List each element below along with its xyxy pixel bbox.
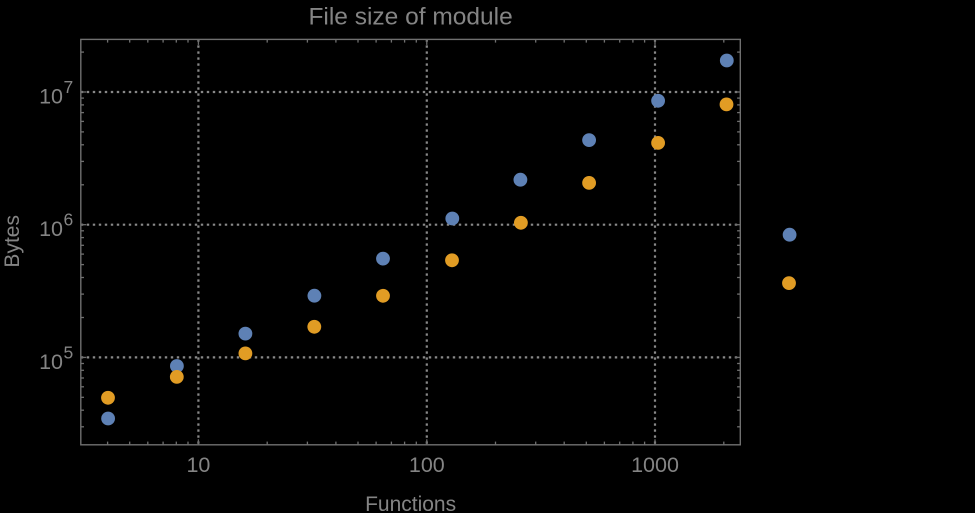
svg-text:6: 6 [64,210,74,230]
svg-text:10: 10 [39,85,63,109]
svg-text:Functions: Functions [365,493,456,513]
svg-text:Bytes: Bytes [1,215,24,268]
svg-text:10: 10 [39,350,63,374]
svg-text:1000: 1000 [631,453,679,477]
svg-text:File size of module: File size of module [308,4,512,31]
svg-text:10: 10 [39,217,63,241]
svg-text:5: 5 [64,342,74,362]
svg-text:10: 10 [186,453,210,477]
svg-text:100: 100 [409,453,445,477]
svg-text:7: 7 [64,77,74,97]
